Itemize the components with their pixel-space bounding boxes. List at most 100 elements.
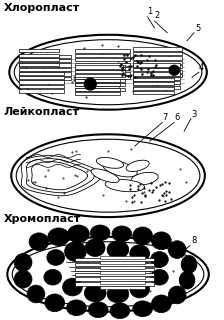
Bar	[75, 58, 130, 61]
Bar	[75, 83, 120, 86]
Ellipse shape	[27, 285, 45, 303]
Circle shape	[84, 78, 96, 90]
Text: 4: 4	[199, 63, 204, 72]
Bar	[19, 55, 71, 58]
Ellipse shape	[133, 301, 153, 316]
Bar	[75, 70, 125, 73]
Ellipse shape	[181, 256, 197, 273]
Ellipse shape	[131, 172, 158, 185]
Bar	[75, 63, 130, 66]
Ellipse shape	[105, 180, 144, 192]
Ellipse shape	[107, 285, 129, 303]
Ellipse shape	[133, 227, 153, 245]
Bar	[75, 88, 120, 91]
Text: 1: 1	[148, 7, 153, 16]
Bar	[133, 78, 174, 81]
Bar	[19, 85, 64, 88]
Ellipse shape	[68, 225, 89, 243]
Ellipse shape	[84, 284, 106, 302]
Bar	[75, 76, 130, 79]
Bar	[75, 79, 125, 82]
Bar	[75, 92, 120, 95]
Ellipse shape	[110, 303, 130, 319]
Bar	[19, 72, 64, 75]
Bar	[100, 271, 144, 274]
Ellipse shape	[47, 250, 65, 265]
Bar	[133, 81, 180, 84]
Bar	[133, 91, 174, 94]
Text: 5: 5	[195, 24, 200, 33]
Ellipse shape	[7, 237, 209, 312]
Bar	[19, 59, 71, 62]
Bar	[19, 89, 64, 92]
Bar	[75, 268, 155, 271]
Bar	[19, 49, 59, 52]
Ellipse shape	[12, 242, 204, 307]
Bar	[100, 266, 144, 269]
Ellipse shape	[151, 232, 171, 250]
Bar	[100, 276, 144, 279]
Ellipse shape	[14, 40, 202, 105]
Bar	[75, 50, 130, 52]
Bar	[75, 67, 130, 70]
Ellipse shape	[11, 134, 205, 217]
Ellipse shape	[168, 241, 186, 259]
Ellipse shape	[130, 245, 150, 262]
Ellipse shape	[103, 161, 137, 177]
Bar	[133, 77, 180, 80]
Bar	[75, 263, 155, 266]
Bar	[19, 54, 59, 57]
Bar	[75, 66, 125, 68]
Bar	[133, 74, 182, 77]
Bar	[133, 82, 174, 85]
Bar	[19, 72, 71, 76]
Ellipse shape	[63, 278, 82, 296]
Ellipse shape	[17, 140, 199, 211]
Bar	[19, 81, 64, 84]
Text: 2: 2	[155, 11, 160, 20]
Bar	[133, 61, 182, 64]
Ellipse shape	[67, 300, 86, 316]
Bar	[75, 258, 155, 261]
Bar	[75, 83, 125, 86]
Ellipse shape	[15, 41, 201, 104]
Bar	[133, 52, 182, 55]
Bar	[133, 87, 174, 90]
Ellipse shape	[112, 226, 132, 242]
Bar	[19, 77, 71, 80]
Bar	[133, 63, 180, 67]
Bar	[133, 68, 180, 71]
Bar	[133, 72, 180, 76]
Ellipse shape	[107, 241, 129, 259]
Text: 7: 7	[162, 113, 168, 122]
Bar	[19, 68, 71, 71]
Ellipse shape	[29, 233, 49, 251]
Bar	[133, 65, 182, 68]
Bar	[75, 282, 155, 286]
Text: Лейкопласт: Лейкопласт	[3, 107, 80, 116]
Bar	[19, 58, 59, 61]
Text: 8: 8	[191, 236, 196, 245]
Ellipse shape	[151, 252, 168, 268]
Bar	[75, 88, 125, 91]
Ellipse shape	[14, 253, 32, 271]
Ellipse shape	[151, 269, 168, 285]
Ellipse shape	[88, 302, 108, 318]
Ellipse shape	[45, 294, 65, 312]
Bar	[75, 273, 155, 276]
Bar	[100, 256, 144, 259]
Bar	[133, 86, 180, 89]
Ellipse shape	[85, 239, 105, 257]
Ellipse shape	[168, 286, 186, 304]
Text: Хромопласт: Хромопласт	[3, 214, 81, 224]
Bar	[133, 47, 182, 51]
Text: 3: 3	[191, 109, 196, 119]
Ellipse shape	[179, 271, 195, 289]
Bar	[75, 54, 130, 57]
Ellipse shape	[48, 228, 69, 246]
Ellipse shape	[9, 35, 207, 110]
Ellipse shape	[91, 169, 119, 182]
Circle shape	[169, 65, 179, 75]
Text: 6: 6	[174, 113, 180, 122]
Bar	[19, 63, 71, 67]
